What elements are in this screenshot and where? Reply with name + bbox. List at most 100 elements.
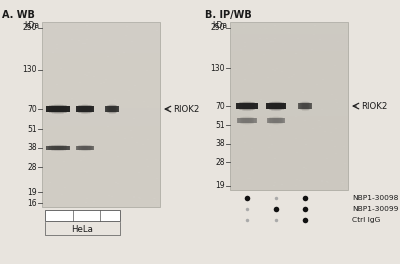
Bar	[335, 98, 337, 100]
Bar	[291, 154, 293, 155]
Bar	[42, 68, 160, 69]
Bar	[276, 130, 278, 131]
Bar	[146, 70, 148, 71]
Bar	[42, 166, 160, 167]
Bar	[86, 25, 88, 26]
Bar	[42, 104, 160, 105]
Bar	[230, 88, 348, 89]
Bar	[233, 184, 235, 185]
Bar	[331, 94, 333, 95]
Bar	[237, 167, 239, 168]
Text: kDa: kDa	[24, 21, 39, 30]
Bar	[341, 182, 343, 183]
Bar	[109, 104, 115, 114]
Bar	[230, 75, 348, 76]
Bar	[156, 178, 158, 179]
Bar	[268, 102, 284, 110]
Bar	[42, 185, 160, 186]
Bar	[295, 116, 297, 117]
Bar	[230, 48, 348, 49]
Bar	[42, 73, 160, 74]
Bar	[270, 117, 282, 124]
Bar	[297, 38, 299, 39]
Bar	[84, 103, 86, 115]
Bar	[78, 105, 92, 113]
Bar	[49, 182, 51, 183]
Bar	[70, 36, 72, 37]
Bar	[230, 167, 348, 168]
Bar	[304, 139, 306, 140]
Bar	[102, 175, 104, 176]
Bar	[230, 110, 348, 111]
Bar	[230, 129, 348, 130]
Bar	[42, 37, 160, 38]
Bar	[42, 62, 160, 63]
Bar	[42, 193, 160, 194]
Bar	[128, 90, 130, 91]
Bar	[42, 145, 160, 146]
Bar	[230, 59, 348, 60]
Bar	[42, 173, 160, 174]
Bar	[42, 109, 160, 110]
Bar	[42, 53, 160, 54]
Text: 19: 19	[215, 182, 225, 191]
Bar	[237, 103, 257, 109]
Bar	[268, 164, 270, 165]
Bar	[108, 165, 110, 166]
Bar	[230, 133, 348, 134]
Bar	[269, 117, 283, 124]
Bar	[42, 76, 160, 77]
Bar	[314, 25, 316, 26]
Bar	[230, 69, 348, 70]
Bar	[42, 83, 160, 84]
Bar	[156, 190, 158, 191]
Bar	[129, 171, 131, 172]
Bar	[42, 138, 160, 139]
Bar	[238, 130, 240, 131]
Bar	[42, 159, 160, 160]
Bar	[230, 108, 348, 109]
Bar	[110, 104, 114, 114]
Bar	[76, 106, 94, 112]
Bar	[248, 64, 250, 65]
Bar	[42, 48, 160, 49]
Bar	[302, 51, 304, 52]
Bar	[302, 92, 304, 93]
Bar	[230, 125, 348, 126]
Bar	[231, 159, 233, 160]
Bar	[264, 121, 266, 122]
Bar	[143, 101, 145, 102]
Bar	[42, 170, 160, 171]
Bar	[230, 89, 348, 90]
Bar	[230, 51, 348, 52]
Bar	[42, 59, 160, 60]
Bar	[42, 46, 160, 47]
Bar	[42, 188, 160, 189]
Bar	[230, 23, 348, 24]
Bar	[272, 120, 274, 121]
Bar	[62, 58, 64, 59]
Bar	[42, 184, 160, 185]
Bar	[230, 148, 348, 149]
Bar	[230, 83, 348, 84]
Bar	[306, 53, 308, 54]
Bar	[111, 103, 113, 115]
Text: 28: 28	[216, 158, 225, 167]
Bar	[304, 97, 306, 98]
Bar	[230, 43, 348, 44]
Bar	[106, 196, 108, 197]
Bar	[230, 112, 348, 113]
Bar	[230, 188, 348, 189]
Bar	[337, 37, 339, 38]
Bar	[230, 165, 348, 166]
Bar	[42, 47, 160, 48]
Bar	[86, 198, 88, 199]
Bar	[45, 200, 47, 201]
Bar	[42, 119, 160, 120]
Bar	[267, 118, 285, 123]
Bar	[72, 107, 74, 108]
Bar	[45, 210, 120, 221]
Bar	[275, 100, 277, 112]
Bar	[105, 79, 107, 80]
Bar	[83, 104, 87, 114]
